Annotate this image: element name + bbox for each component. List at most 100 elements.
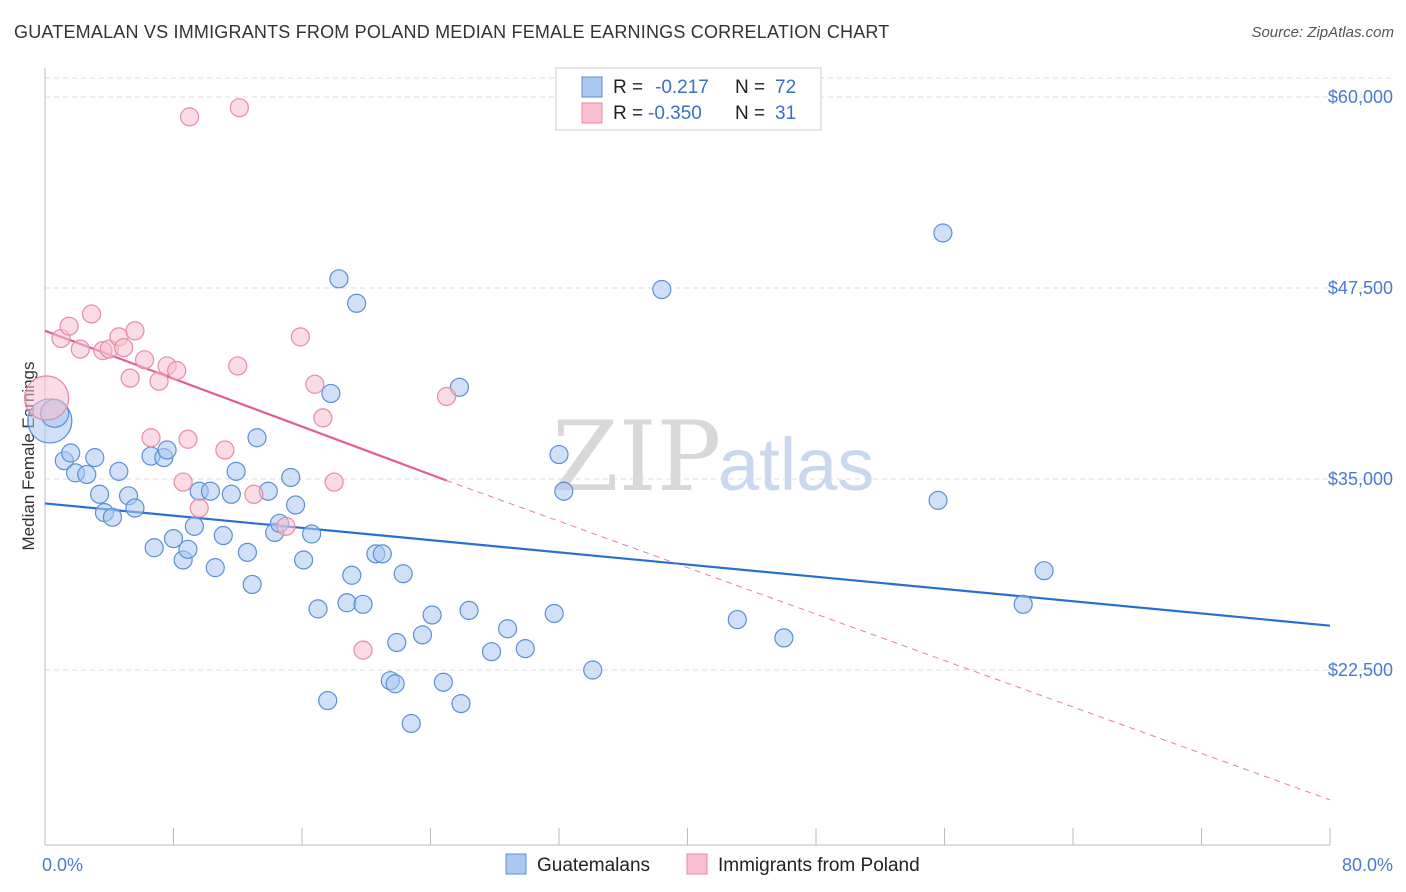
guatemalans-point xyxy=(481,642,502,662)
guatemalans-point xyxy=(157,440,177,460)
watermark-atlas: atlas xyxy=(718,423,874,506)
guatemalans-point xyxy=(318,690,338,711)
guatemalans-point xyxy=(422,605,442,625)
bottom-legend-swatch-blue xyxy=(505,853,527,875)
poland-point xyxy=(313,408,333,428)
guatemalans-point xyxy=(109,461,129,481)
guatemalans-point xyxy=(1013,594,1033,614)
guatemalans-point xyxy=(308,599,328,619)
legend-n-value: 72 xyxy=(775,77,796,98)
guatemalans-point xyxy=(433,672,453,692)
guatemalans-point xyxy=(321,383,341,404)
guatemalans-point xyxy=(554,481,574,501)
guatemalans-point xyxy=(401,713,421,734)
guatemalans-point xyxy=(342,565,362,585)
y-tick-label: $35,000 xyxy=(1328,469,1393,489)
poland-point xyxy=(178,429,198,449)
legend-r-label: R = xyxy=(613,77,643,98)
guatemalans-point xyxy=(102,507,123,527)
poland-point xyxy=(229,98,249,118)
x-tick-label: 80.0% xyxy=(1342,855,1393,875)
guatemalans-point xyxy=(1034,561,1054,581)
x-tick-label: 0.0% xyxy=(42,855,83,875)
guatemalans-point xyxy=(774,628,794,648)
guatemalans-point xyxy=(583,660,603,680)
guatemalans-point xyxy=(544,603,564,624)
legend-swatch-blue xyxy=(581,76,603,98)
poland-point xyxy=(215,440,235,460)
poland-point xyxy=(436,386,457,407)
poland-point xyxy=(70,339,90,359)
poland-point xyxy=(290,327,310,347)
legend-n-label: N = xyxy=(735,103,765,124)
legend-swatch-pink xyxy=(581,102,603,124)
guatemalans-point xyxy=(90,484,110,504)
poland-point xyxy=(125,321,145,341)
legend-r-value: -0.217 xyxy=(655,77,709,98)
guatemalans-point xyxy=(144,538,164,558)
poland-point xyxy=(24,375,70,421)
poland-point xyxy=(120,368,140,388)
guatemalans-point xyxy=(385,674,405,694)
guatemalans-point xyxy=(226,461,246,481)
guatemalans-point xyxy=(498,619,518,639)
guatemalans-point xyxy=(337,593,357,613)
guatemalans-point xyxy=(387,632,407,653)
source-label: Source: ZipAtlas.com xyxy=(1251,24,1394,41)
legend-n-label: N = xyxy=(735,77,765,98)
guatemalans-point xyxy=(184,516,204,536)
poland-point xyxy=(179,107,200,127)
guatemalans-point xyxy=(237,542,257,562)
guatemalans-point xyxy=(221,484,241,504)
guatemalans-point xyxy=(353,594,373,614)
poland-point xyxy=(167,360,187,381)
series-guatemalans xyxy=(27,223,1054,734)
axes xyxy=(44,68,1331,846)
guatemalans-point xyxy=(205,558,225,578)
y-tick-label: $22,500 xyxy=(1328,660,1393,680)
bottom-legend-label: Immigrants from Poland xyxy=(718,855,920,876)
poland-point xyxy=(141,428,161,448)
guatemalans-point xyxy=(77,464,97,485)
legend-r-label: R = xyxy=(613,103,643,124)
trendline-guatemalans xyxy=(44,502,1331,627)
legend-r-value: -0.350 xyxy=(648,103,702,124)
poland-point xyxy=(353,640,373,660)
poland-point xyxy=(173,472,193,492)
guatemalans-point xyxy=(459,600,479,621)
guatemalans-point xyxy=(247,428,267,448)
series-immigrants-from-poland xyxy=(24,98,457,660)
poland-point xyxy=(276,516,296,536)
guatemalans-point xyxy=(294,550,314,570)
poland-point xyxy=(114,337,134,358)
watermark-zip: ZIP xyxy=(552,401,721,513)
poland-point xyxy=(59,316,79,336)
bottom-legend-swatch-pink xyxy=(686,853,708,875)
guatemalans-point xyxy=(515,639,535,659)
watermark: ZIP atlas xyxy=(552,401,874,513)
bottom-legend-label: Guatemalans xyxy=(537,855,650,876)
guatemalans-point xyxy=(451,694,471,714)
guatemalans-point xyxy=(727,609,747,630)
guatemalans-point xyxy=(125,498,145,518)
guatemalans-point xyxy=(213,525,233,546)
guatemalans-point xyxy=(281,467,301,488)
poland-point xyxy=(324,472,344,492)
guatemalans-point xyxy=(163,528,184,549)
trendline-immigrants-from-poland xyxy=(446,480,1331,801)
y-tick-label: $60,000 xyxy=(1328,87,1393,107)
guatemalans-point xyxy=(285,495,306,515)
guatemalans-point xyxy=(412,625,433,645)
guatemalans-point xyxy=(329,269,349,289)
guatemalans-point xyxy=(393,564,413,584)
y-tick-labels: $22,500 $35,000 $47,500 $60,000 xyxy=(1328,87,1393,680)
y-tick-label: $47,500 xyxy=(1328,278,1393,298)
guatemalans-point xyxy=(372,544,392,564)
guatemalans-point xyxy=(933,223,953,243)
guatemalans-point xyxy=(347,293,367,313)
guatemalans-point xyxy=(242,574,262,595)
poland-point xyxy=(189,498,209,518)
series-legend: Guatemalans Immigrants from Poland xyxy=(505,853,920,876)
guatemalans-point xyxy=(302,524,322,544)
